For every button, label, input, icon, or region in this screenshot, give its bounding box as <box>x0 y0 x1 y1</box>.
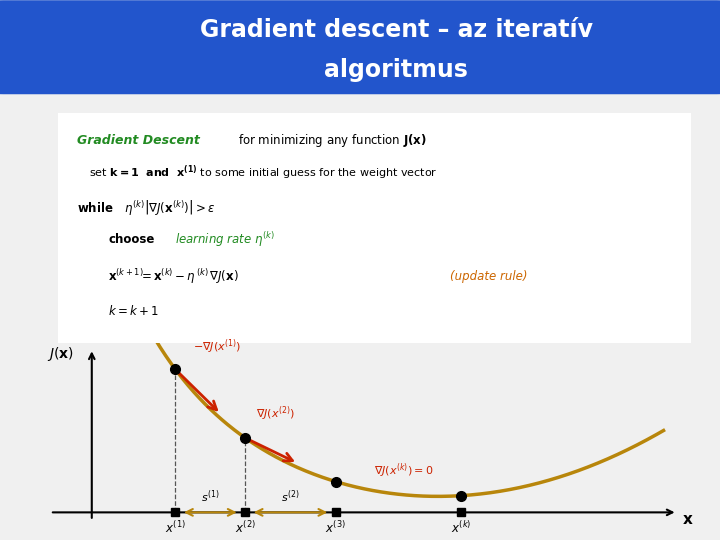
FancyBboxPatch shape <box>0 1 720 93</box>
Text: $J(\mathbf{x})$: $J(\mathbf{x})$ <box>48 345 74 363</box>
Text: $\nabla J(x^{(k)})=0$: $\nabla J(x^{(k)})=0$ <box>374 462 433 481</box>
Text: $\nabla J(x^{(2)})$: $\nabla J(x^{(2)})$ <box>256 404 294 423</box>
Text: algoritmus: algoritmus <box>324 58 468 82</box>
Text: Gradient Descent: Gradient Descent <box>76 134 199 147</box>
Text: $\mathbf{x}$: $\mathbf{x}$ <box>682 512 694 527</box>
Text: while   $\eta^{(k)}\left|\nabla J\left(\mathbf{x}^{(k)}\right)\right| > \varepsi: while $\eta^{(k)}\left|\nabla J\left(\ma… <box>76 198 215 217</box>
Text: $k = k + 1$: $k = k + 1$ <box>108 304 159 318</box>
Text: (update rule): (update rule) <box>451 270 528 283</box>
Text: choose: choose <box>108 233 155 246</box>
Text: $x^{(2)}$: $x^{(2)}$ <box>235 519 256 536</box>
Text: $s^{(2)}$: $s^{(2)}$ <box>282 489 300 505</box>
Text: learning rate $\eta^{(k)}$: learning rate $\eta^{(k)}$ <box>175 230 275 249</box>
Text: $s^{(1)}$: $s^{(1)}$ <box>201 489 220 505</box>
Text: $\mathbf{x}^{(k+1)}\!\!=\mathbf{x}^{(k)}-\eta^{\,(k)}\,\nabla J(\mathbf{x})$: $\mathbf{x}^{(k+1)}\!\!=\mathbf{x}^{(k)}… <box>108 267 239 286</box>
Text: $-\nabla J(x^{(1)})$: $-\nabla J(x^{(1)})$ <box>193 337 241 355</box>
Text: Gradient descent – az iteratív: Gradient descent – az iteratív <box>199 18 593 42</box>
Text: $x^{(1)}$: $x^{(1)}$ <box>165 519 186 536</box>
Text: $x^{(k)}$: $x^{(k)}$ <box>451 519 472 536</box>
Text: $x^{(3)}$: $x^{(3)}$ <box>325 519 346 536</box>
FancyBboxPatch shape <box>45 109 704 348</box>
Text: for minimizing any function $\mathbf{J(x)}$: for minimizing any function $\mathbf{J(x… <box>238 132 427 150</box>
Text: set $\mathbf{k = 1\ \ and\ \ x^{(1)}}$ to some initial guess for the weight vect: set $\mathbf{k = 1\ \ and\ \ x^{(1)}}$ t… <box>89 164 438 183</box>
